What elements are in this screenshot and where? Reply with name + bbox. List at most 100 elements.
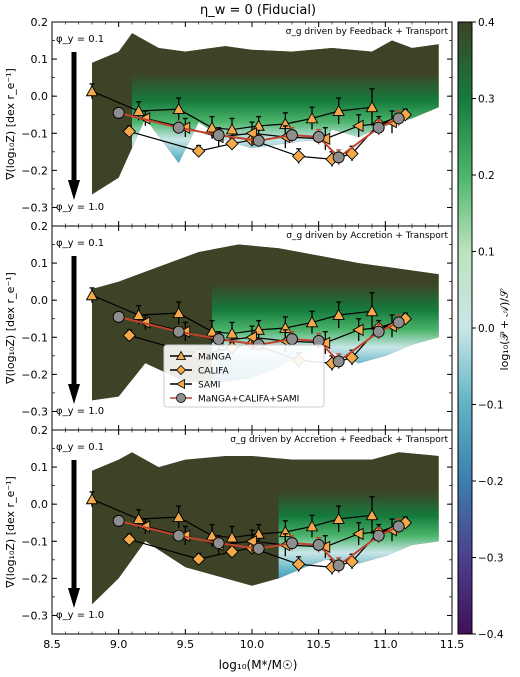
legend-marker	[175, 350, 187, 361]
panel-label: σ_g driven by Accretion + Transport	[286, 231, 448, 241]
y-tick-label: −0.1	[21, 535, 48, 548]
data-point	[132, 512, 145, 524]
data-point	[252, 542, 265, 555]
data-point	[172, 102, 185, 115]
series-line	[91, 294, 373, 335]
data-point	[172, 529, 185, 542]
legend-box	[163, 344, 325, 408]
data-point	[392, 316, 405, 329]
legend-entry: MaNGA+CALIFA+SAMI	[198, 395, 299, 405]
data-point	[205, 529, 219, 541]
data-point	[212, 537, 225, 550]
data-point	[332, 355, 345, 368]
phi-top-label: φ_y = 0.1	[56, 34, 104, 45]
series-manga-califa-sami	[112, 106, 405, 165]
data-point	[225, 531, 239, 543]
data-point	[122, 124, 137, 139]
data-point	[85, 84, 99, 97]
phi-top-label: φ_y = 0.1	[56, 238, 104, 249]
panel-2: 0.2 0.1 0.0 −0.1 −0.2 −0.3 σ_g driven by Accre…	[4, 220, 453, 431]
y-tick-label: 0.1	[31, 53, 49, 66]
phi-top-label: φ_y = 0.1	[56, 442, 104, 453]
data-point	[205, 325, 219, 337]
y-axis-label: ∇(log₁₀Z) [dex r_e⁻¹]	[4, 272, 17, 385]
y-tick-label: 0.2	[31, 424, 49, 437]
colorbar-tick-label: 0.3	[478, 94, 495, 106]
y-tick-label: 0.2	[31, 16, 49, 29]
data-point	[352, 323, 364, 337]
phi-arrow-head	[68, 384, 80, 404]
y-axis-label: ∇(log₁₀Z) [dex r_e⁻¹]	[4, 476, 17, 589]
data-point	[305, 316, 319, 328]
data-point	[365, 100, 379, 113]
data-point	[286, 129, 298, 142]
y-tick-label: 0.2	[31, 220, 49, 233]
data-point	[392, 520, 405, 533]
data-point	[245, 127, 257, 140]
colorbar-tick-label: −0.4	[478, 629, 504, 641]
data-point	[191, 552, 206, 566]
y-tick-label: −0.2	[21, 572, 48, 585]
colorbar-label: log₁₀(𝒫 + 𝒜)/𝒮	[498, 288, 511, 370]
data-point	[245, 331, 257, 344]
data-point	[312, 539, 325, 551]
data-point	[318, 132, 331, 146]
data-point	[372, 529, 385, 542]
data-point	[112, 514, 125, 527]
data-point	[365, 508, 379, 521]
y-tick-label: −0.1	[21, 127, 48, 140]
data-point	[212, 129, 225, 142]
data-point	[122, 532, 137, 547]
y-tick-label: 0.0	[31, 90, 49, 103]
x-tick-label: 11.5	[440, 638, 465, 651]
x-tick-label: 9.0	[110, 638, 128, 651]
data-point	[305, 112, 319, 124]
data-point	[252, 134, 265, 147]
colorbar-gradient	[457, 21, 473, 635]
data-point	[172, 121, 185, 134]
series-manga-califa-sami	[112, 514, 405, 573]
y-tick-label: −0.3	[21, 609, 48, 622]
observations	[85, 83, 413, 167]
legend-entry: CALIFA	[198, 367, 229, 377]
data-point	[178, 325, 191, 338]
y-axis-label: ∇(log₁₀Z) [dex r_e⁻¹]	[4, 68, 17, 181]
colorbar-tick-label: 0.2	[478, 170, 495, 182]
data-point	[365, 304, 379, 317]
x-axis-label: log₁₀(M*/M☉)	[219, 658, 298, 672]
x-tick-label: 11.0	[373, 638, 398, 651]
phi-arrow-head	[68, 180, 80, 200]
data-point	[132, 104, 145, 116]
data-point	[332, 104, 345, 116]
data-point	[212, 333, 225, 346]
data-point	[305, 520, 319, 532]
data-point	[332, 559, 345, 572]
data-point	[112, 310, 125, 323]
phi-bottom-label: φ_y = 1.0	[56, 406, 104, 417]
colorbar-tick-label: 0.4	[478, 17, 495, 29]
figure-title: η_w = 0 (Fiducial)	[200, 3, 316, 18]
model-band	[92, 33, 439, 195]
data-point	[352, 527, 364, 541]
phi-arrow-head	[68, 588, 80, 608]
series-line	[91, 90, 373, 131]
data-point	[172, 306, 185, 319]
data-point	[178, 121, 191, 134]
data-point	[132, 308, 145, 320]
data-point	[225, 136, 239, 151]
x-tick-label: 10.0	[240, 638, 265, 651]
data-point	[172, 325, 185, 338]
colorbar-tick-label: 0.1	[478, 247, 495, 259]
panel-1: 0.2 0.1 0.0 −0.1 −0.2 −0.3 σ_g driven by Feedb…	[4, 16, 453, 227]
y-tick-label: −0.3	[21, 405, 48, 418]
series-manga	[85, 491, 379, 549]
data-point	[225, 544, 239, 559]
data-point	[112, 106, 125, 119]
y-tick-label: −0.1	[21, 331, 48, 344]
data-point	[392, 112, 405, 125]
data-point	[352, 119, 364, 133]
series-line	[91, 498, 373, 539]
colorbar-tick-label: −0.2	[478, 476, 504, 488]
data-point	[225, 123, 239, 135]
